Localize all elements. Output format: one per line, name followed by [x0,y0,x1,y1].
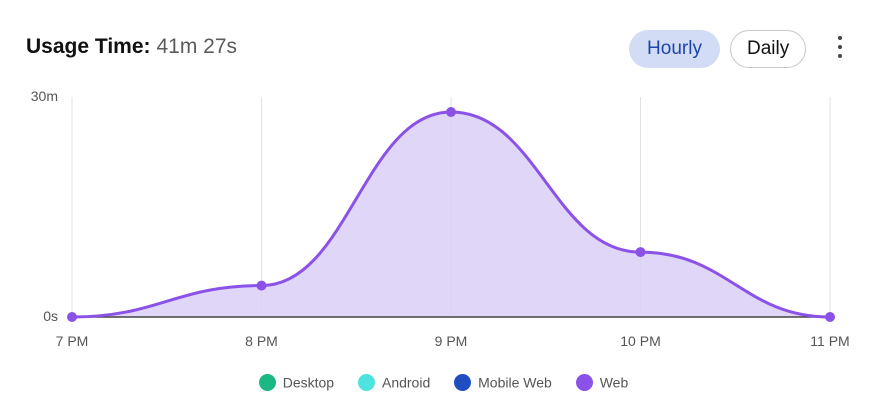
legend-item-desktop[interactable]: Desktop [258,373,335,392]
web-area [72,112,830,317]
usage-area-chart: 0s 30m 7 PM 8 PM 9 PM 10 PM 11 PM [31,88,850,349]
legend-label-desktop: Desktop [282,374,335,391]
x-tick-labels: 7 PM 8 PM 9 PM 10 PM 11 PM [56,333,850,349]
legend-swatch-web [575,374,593,392]
legend-label-web: Web [599,374,629,391]
x-tick-label-2: 9 PM [435,333,468,349]
y-tick-label-30m: 30m [31,88,58,104]
x-tick-label-1: 8 PM [245,333,278,349]
usage-time-label: Usage Time: [26,35,151,58]
hourly-button[interactable]: Hourly [629,30,720,68]
legend-swatch-mobile-web [454,374,472,392]
daily-button[interactable]: Daily [730,30,806,68]
legend-item-android[interactable]: Android [357,373,431,392]
x-tick-label-0: 7 PM [56,333,89,349]
web-point-2[interactable] [446,107,456,117]
y-tick-label-0s: 0s [43,308,58,324]
legend-swatch-desktop [258,374,276,392]
web-point-3[interactable] [635,247,646,258]
x-tick-label-4: 11 PM [810,333,849,349]
web-points [67,107,835,322]
usage-time-title: Usage Time: 41m 27s [26,34,237,60]
x-tick-label-3: 10 PM [620,333,660,349]
web-point-0[interactable] [67,312,77,322]
web-point-4[interactable] [825,312,835,322]
more-options-icon[interactable] [830,32,850,66]
legend-label-android: Android [381,374,431,391]
web-point-1[interactable] [256,280,267,291]
chart-header: Usage Time: 41m 27s Hourly Daily [26,30,861,68]
legend-swatch-android [357,374,375,392]
chart-legend: Desktop Android Mobile Web Web [0,373,887,392]
legend-label-mobile-web: Mobile Web [478,374,552,391]
legend-item-mobile-web[interactable]: Mobile Web [454,373,552,392]
usage-time-value: 41m 27s [156,35,238,58]
legend-item-web[interactable]: Web [575,373,629,392]
